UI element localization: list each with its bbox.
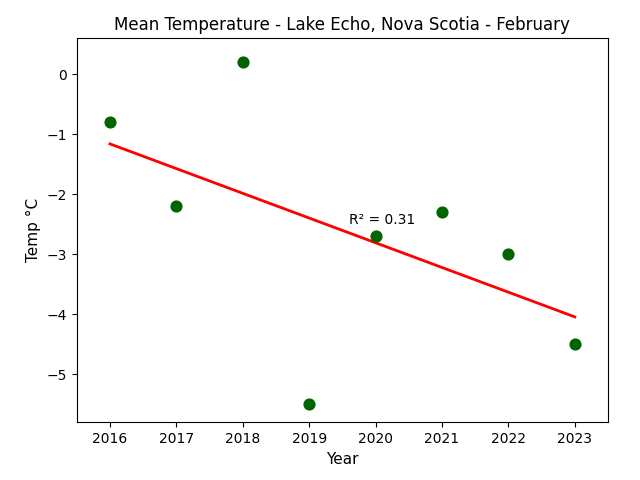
Point: [304, 400, 314, 408]
Point: [570, 341, 580, 348]
Point: [503, 251, 513, 258]
Y-axis label: Temp °C: Temp °C: [26, 198, 41, 263]
Point: [371, 232, 381, 240]
X-axis label: Year: Year: [326, 452, 358, 467]
Point: [105, 119, 115, 126]
Title: Mean Temperature - Lake Echo, Nova Scotia - February: Mean Temperature - Lake Echo, Nova Scoti…: [115, 16, 570, 34]
Point: [237, 59, 248, 66]
Point: [172, 203, 182, 210]
Text: R² = 0.31: R² = 0.31: [349, 214, 415, 228]
Point: [437, 208, 447, 216]
